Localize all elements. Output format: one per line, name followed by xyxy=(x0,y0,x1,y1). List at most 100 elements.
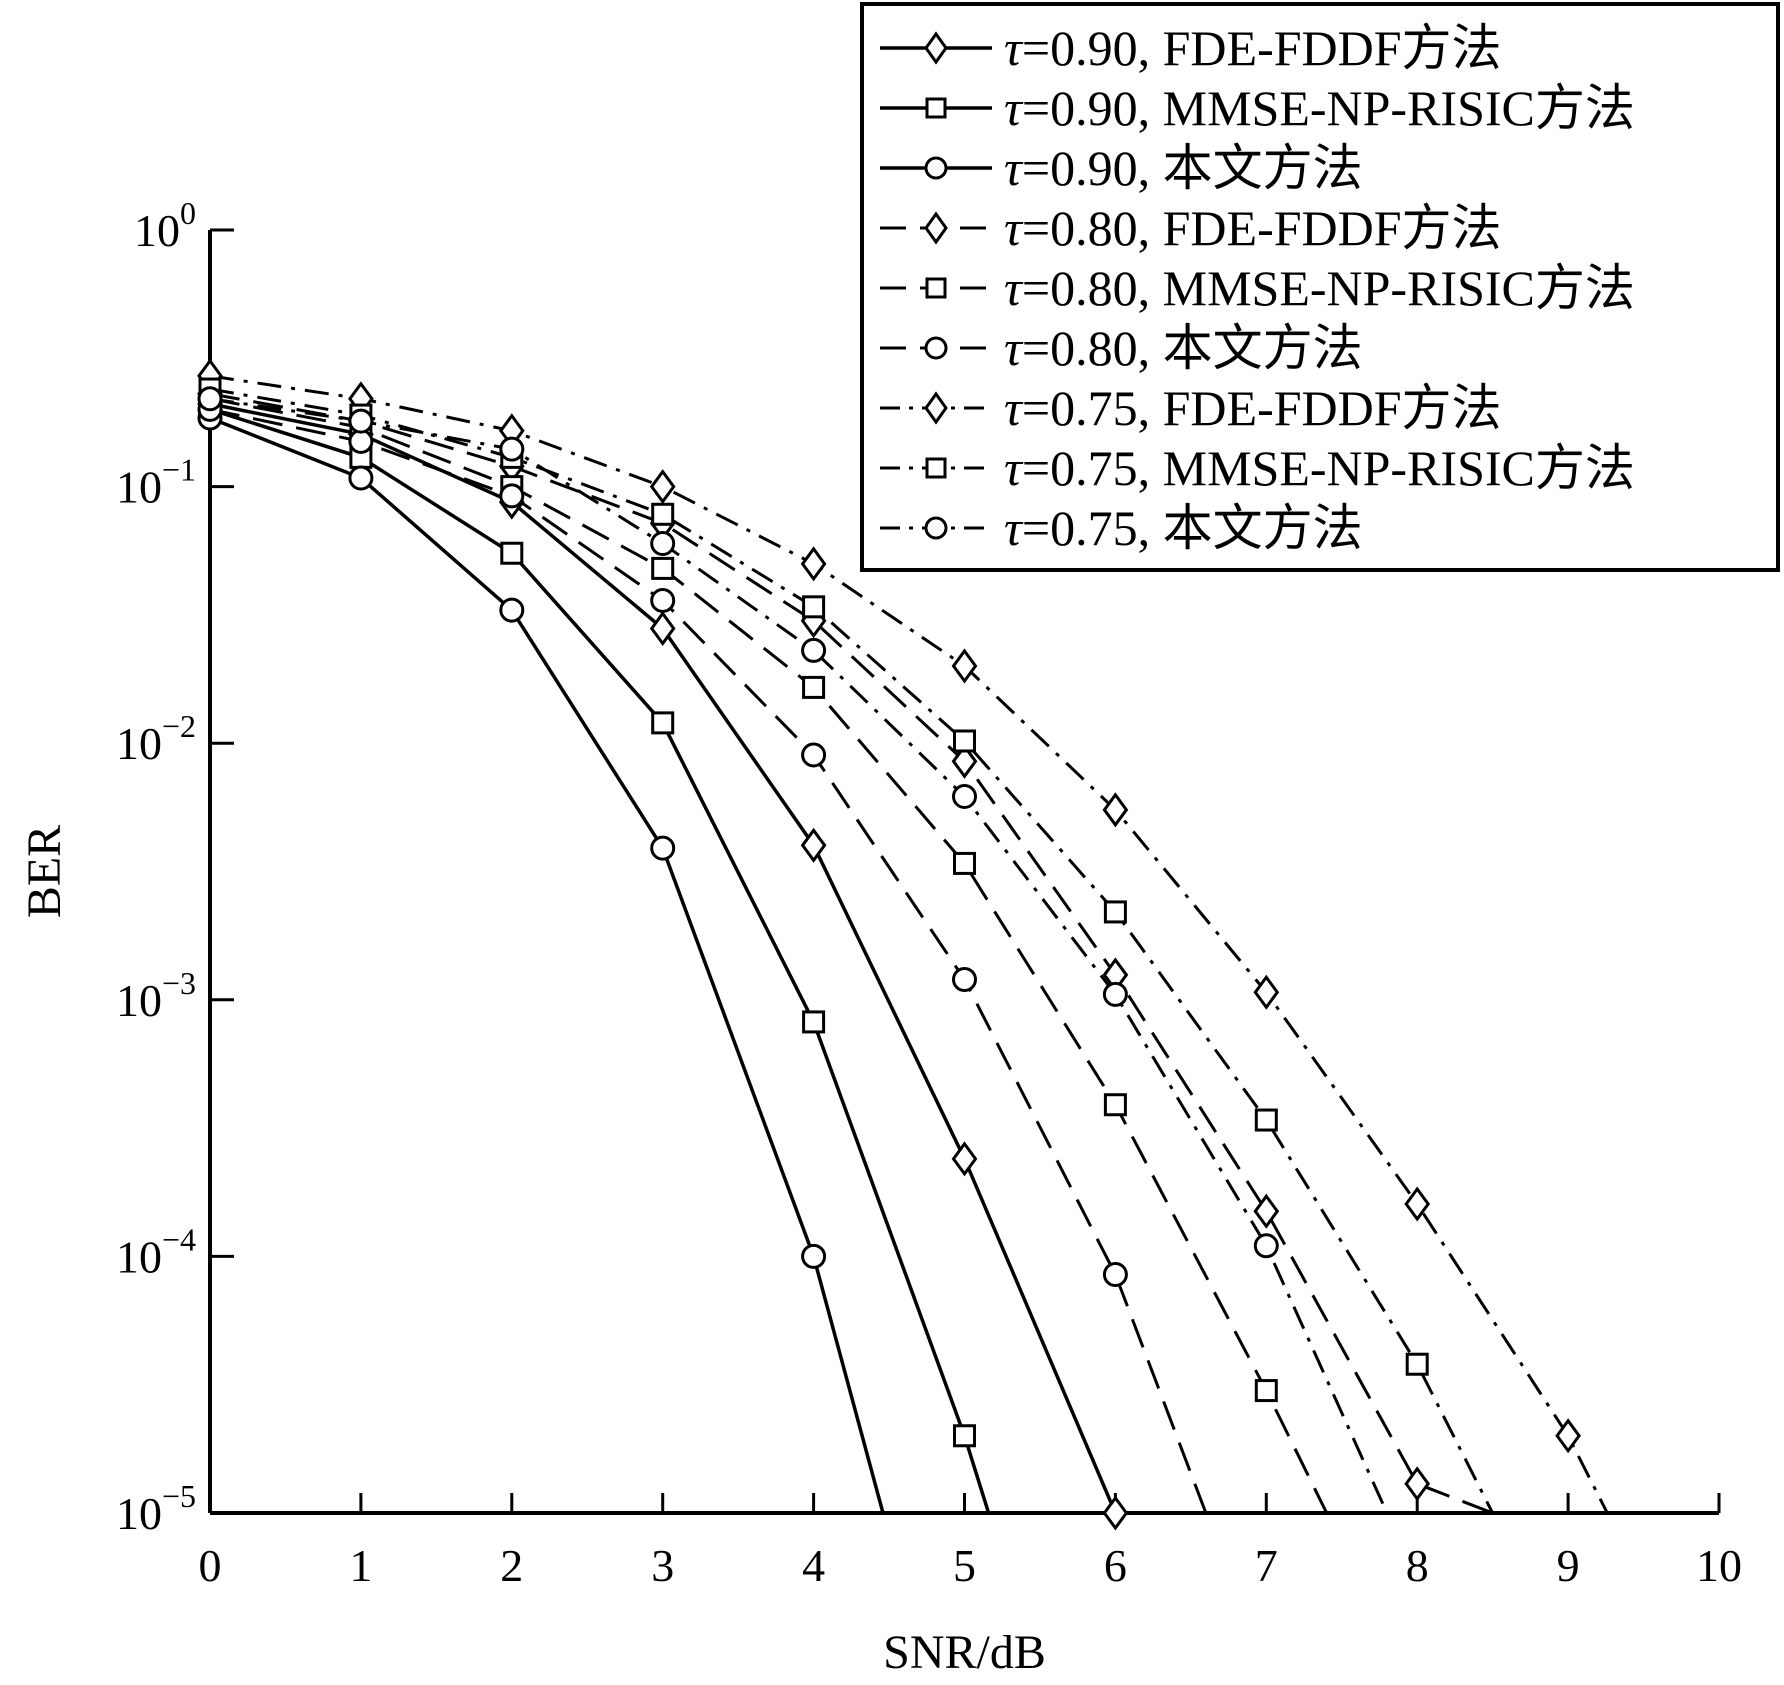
legend-tau-symbol: τ xyxy=(1004,320,1024,376)
y-tick-exponent: −2 xyxy=(162,708,196,744)
x-tick-label: 1 xyxy=(349,1540,372,1591)
legend-label: =0.75, 本文方法 xyxy=(1022,500,1363,556)
data-point-circle xyxy=(650,587,676,613)
legend-entry: τ=0.90, FDE-FDDF方法 xyxy=(1004,20,1502,76)
data-point-diamond xyxy=(951,743,978,779)
data-point-square xyxy=(1254,1379,1278,1403)
legend-swatch-diamond xyxy=(924,31,948,65)
data-point-circle xyxy=(952,783,977,809)
legend-tau-symbol: τ xyxy=(1004,20,1024,76)
data-point-circle xyxy=(650,835,676,861)
legend-entry: τ=0.75, MMSE-NP-RISIC方法 xyxy=(1004,440,1635,496)
data-point-diamond xyxy=(800,827,827,863)
legend-tau-symbol: τ xyxy=(1004,260,1024,316)
legend-label: =0.90, FDE-FDDF方法 xyxy=(1022,20,1502,76)
y-tick-base: 10 xyxy=(116,1488,162,1539)
y-tick-base: 10 xyxy=(116,718,162,769)
data-point-square xyxy=(953,851,976,875)
data-point-circle xyxy=(499,597,525,623)
data-point-square xyxy=(1405,1352,1429,1376)
legend-entry: τ=0.75, FDE-FDDF方法 xyxy=(1004,380,1502,436)
data-point-square xyxy=(802,675,826,699)
legend-entry: τ=0.80, 本文方法 xyxy=(1004,320,1363,376)
data-point-circle xyxy=(499,483,525,509)
y-tick-label: 10−2 xyxy=(116,708,196,769)
legend-entry: τ=0.80, MMSE-NP-RISIC方法 xyxy=(1004,260,1635,316)
data-point-square xyxy=(651,711,675,735)
data-point-circle xyxy=(801,637,827,663)
y-tick-base: 10 xyxy=(116,462,162,513)
data-point-square xyxy=(802,1010,826,1034)
y-tick-base: 10 xyxy=(134,205,180,256)
y-tick-label: 10−4 xyxy=(116,1221,196,1282)
y-tick-base: 10 xyxy=(116,975,162,1026)
data-point-diamond xyxy=(1102,1495,1129,1531)
series-line-6 xyxy=(210,407,1208,1513)
data-point-circle xyxy=(952,966,977,992)
data-point-square xyxy=(1103,900,1127,924)
data-point-diamond xyxy=(1253,1193,1280,1229)
legend-swatch-square xyxy=(925,277,947,299)
y-tick-exponent: 0 xyxy=(180,195,196,231)
data-point-circle xyxy=(348,465,374,491)
data-point-diamond xyxy=(1404,1466,1431,1502)
legend-swatch-circle xyxy=(924,156,948,180)
data-point-circle xyxy=(348,428,374,454)
legend-tau-symbol: τ xyxy=(1004,440,1024,496)
series-line-9 xyxy=(210,397,1389,1513)
legend-swatch-circle xyxy=(924,516,948,540)
x-tick-label: 2 xyxy=(500,1540,523,1591)
legend-tau-symbol: τ xyxy=(1004,380,1024,436)
y-tick-label: 10−1 xyxy=(116,452,196,513)
y-axis-label: BER xyxy=(18,825,71,918)
data-point-circle xyxy=(1253,1233,1279,1259)
legend-label: =0.75, FDE-FDDF方法 xyxy=(1022,380,1502,436)
y-tick-base: 10 xyxy=(116,1231,162,1282)
legend-tau-symbol: τ xyxy=(1004,140,1024,196)
data-point-diamond xyxy=(800,546,827,582)
legend-label: =0.75, MMSE-NP-RISIC方法 xyxy=(1022,440,1635,496)
data-point-square xyxy=(953,729,976,753)
legend-swatch-square xyxy=(925,97,947,119)
data-point-circle xyxy=(1102,981,1128,1007)
data-point-diamond xyxy=(1555,1418,1581,1454)
data-point-circle xyxy=(801,1243,827,1269)
data-point-square xyxy=(1103,1093,1127,1117)
legend-entry: τ=0.80, FDE-FDDF方法 xyxy=(1004,200,1502,256)
data-point-square xyxy=(500,541,524,565)
x-tick-label: 7 xyxy=(1255,1540,1278,1591)
y-tick-label: 100 xyxy=(134,195,196,256)
y-tick-exponent: −4 xyxy=(162,1221,196,1257)
legend-label: =0.90, 本文方法 xyxy=(1022,140,1363,196)
data-point-circle xyxy=(197,386,223,412)
x-axis-label: SNR/dB xyxy=(883,1626,1046,1679)
data-point-diamond xyxy=(951,1141,978,1177)
data-point-diamond xyxy=(649,469,676,505)
y-tick-label: 10−3 xyxy=(116,965,196,1026)
data-point-square xyxy=(802,595,826,619)
y-tick-exponent: −1 xyxy=(162,452,196,488)
series-line-4 xyxy=(210,392,1494,1513)
data-point-diamond xyxy=(1404,1186,1431,1222)
x-tick-label: 9 xyxy=(1557,1540,1580,1591)
legend-entry: τ=0.90, 本文方法 xyxy=(1004,140,1363,196)
legend-tau-symbol: τ xyxy=(1004,500,1024,556)
data-point-square xyxy=(651,556,675,580)
legend-swatch-square xyxy=(925,457,947,479)
legend-label: =0.80, FDE-FDDF方法 xyxy=(1022,200,1502,256)
x-tick-label: 6 xyxy=(1104,1540,1127,1591)
legend-label: =0.80, 本文方法 xyxy=(1022,320,1363,376)
legend-tau-symbol: τ xyxy=(1004,80,1024,136)
data-point-circle xyxy=(801,742,827,768)
data-point-square xyxy=(953,1424,976,1448)
legend-swatch-diamond xyxy=(924,211,948,245)
legend-tau-symbol: τ xyxy=(1004,200,1024,256)
y-tick-exponent: −5 xyxy=(162,1478,196,1514)
marker-layer xyxy=(197,358,1581,1531)
data-point-diamond xyxy=(1253,974,1280,1010)
data-point-square xyxy=(651,502,675,526)
legend-entry: τ=0.90, MMSE-NP-RISIC方法 xyxy=(1004,80,1635,136)
data-point-square xyxy=(1254,1108,1278,1132)
